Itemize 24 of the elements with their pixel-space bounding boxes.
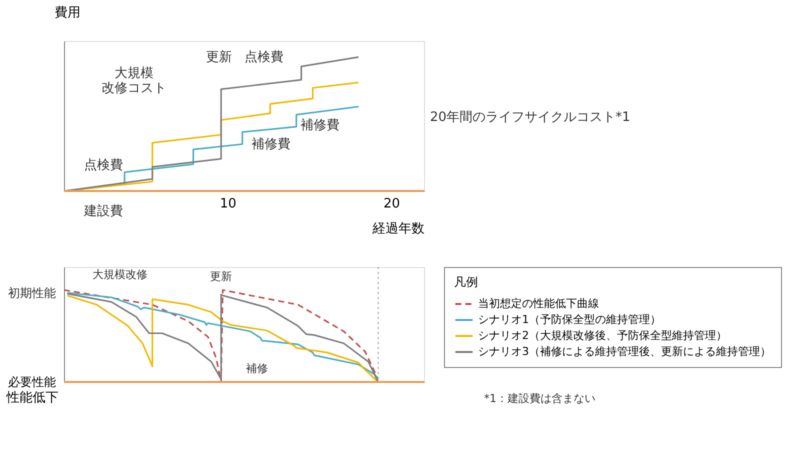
text: 建設費 xyxy=(83,204,123,219)
legend-label: シナリオ3（補修による維持管理後、更新による維持管理） xyxy=(478,345,771,358)
legend-label: シナリオ2（大規模改修後、予防保全型維持管理） xyxy=(478,329,727,342)
annotation: 補修費 xyxy=(300,118,340,133)
x-axis-title: 経過年数 xyxy=(372,222,424,236)
text: 20年間のライフサイクルコスト*1 xyxy=(430,110,630,125)
annotation: 初期性能 xyxy=(8,286,56,300)
text: 更新 xyxy=(210,270,232,283)
x-tick-label: 20 xyxy=(384,196,400,212)
legend-title: 凡例 xyxy=(454,275,478,289)
ref-line-label: 必要性能 xyxy=(8,375,56,389)
annotation: 補修 xyxy=(246,362,268,375)
annotation: 補修費 xyxy=(252,137,290,152)
x-tick-label: 10 xyxy=(220,196,236,212)
annotation: 点検費 xyxy=(244,50,284,65)
legend-label: シナリオ1（予防保全型の維持管理） xyxy=(478,313,661,326)
y-axis-title: 性能低下 xyxy=(6,390,58,406)
annotation: 点検費 xyxy=(84,158,123,173)
text: 大規模改修 xyxy=(92,268,148,281)
annotation: 更新 xyxy=(206,50,232,65)
annotation: 大規模改修コスト xyxy=(102,66,166,96)
y-axis-title: 費用 xyxy=(54,6,80,20)
legend-label: 当初想定の性能低下曲線 xyxy=(478,297,599,310)
text: *1：建設費は含まない xyxy=(484,392,596,405)
